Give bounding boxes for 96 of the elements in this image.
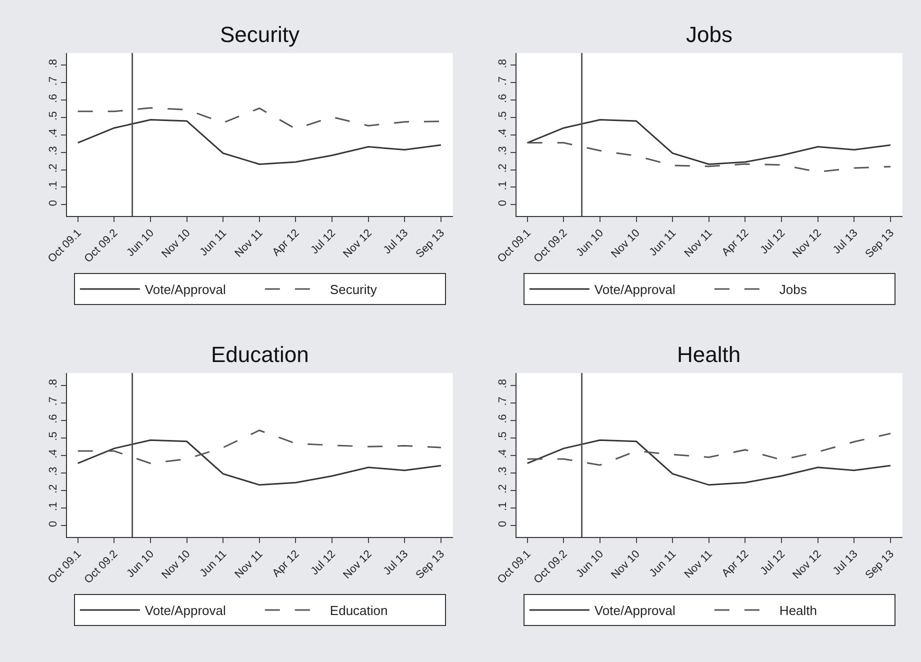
y-tick-label: .5 (48, 432, 60, 441)
x-tick-label: Apr 12 (270, 548, 302, 580)
y-tick-label: .2 (497, 164, 510, 173)
x-tick-label: Nov 11 (232, 548, 266, 581)
x-tick-label: Nov 11 (232, 227, 266, 260)
legend-label: Security (330, 282, 378, 298)
x-tick-label: Jun 11 (647, 548, 679, 580)
x-tick-label: Jul 12 (308, 548, 338, 578)
y-tick-label: .8 (48, 379, 60, 388)
legend-label: Vote/Approval (144, 282, 226, 298)
x-tick-label: Jul 12 (758, 227, 788, 256)
x-tick-label: Nov 10 (609, 548, 642, 582)
y-tick-label: .8 (497, 379, 510, 388)
y-tick-label: .7 (48, 76, 60, 86)
y-tick-label: .4 (497, 449, 510, 458)
x-tick-label: Oct 09.2 (82, 548, 120, 586)
y-tick-label: 0 (48, 200, 60, 206)
y-tick-label: 0 (497, 200, 510, 206)
legend-label: Vote/Approval (144, 603, 226, 618)
chart-title: Jobs (686, 22, 732, 47)
y-tick-label: .1 (497, 180, 510, 190)
y-tick-label: .2 (497, 484, 510, 494)
x-tick-label: Jun 11 (198, 548, 230, 580)
x-tick-label: Apr 12 (720, 227, 752, 259)
x-tick-label: Apr 12 (270, 227, 302, 259)
y-tick-label: .5 (497, 111, 510, 120)
x-tick-label: Jul 13 (381, 227, 411, 256)
x-tick-label: Jun 11 (647, 227, 679, 258)
y-tick-label: .6 (48, 94, 60, 104)
x-tick-label: Nov 12 (790, 227, 824, 260)
x-tick-label: Sep 13 (414, 548, 447, 582)
x-tick-label: Jun 10 (124, 548, 156, 580)
y-tick-label: .7 (497, 76, 510, 86)
x-tick-label: Nov 10 (160, 227, 193, 260)
y-tick-label: .2 (48, 164, 60, 173)
y-tick-label: .7 (48, 396, 60, 406)
x-tick-label: Nov 11 (682, 227, 715, 260)
y-tick-label: .1 (48, 502, 60, 512)
y-tick-label: .2 (48, 484, 60, 494)
chart-title: Health (677, 342, 741, 367)
legend-label: Education (330, 603, 388, 618)
x-tick-label: Oct 09.1 (46, 548, 84, 586)
x-tick-label: Sep 13 (863, 227, 896, 260)
x-tick-label: Jun 11 (198, 227, 230, 258)
line-series (526, 439, 892, 486)
x-tick-label: Sep 13 (863, 548, 896, 582)
y-tick-label: 0 (48, 520, 60, 528)
legend-label: Jobs (779, 282, 808, 298)
legend-label: Vote/Approval (594, 282, 676, 298)
x-tick-label: Apr 12 (720, 548, 752, 580)
y-tick-label: .6 (48, 414, 60, 424)
y-tick-label: .8 (48, 58, 60, 68)
x-tick-label: Nov 12 (341, 227, 374, 260)
x-tick-label: Oct 09.1 (495, 227, 534, 266)
x-tick-label: Nov 10 (609, 227, 642, 260)
x-tick-label: Sep 13 (414, 227, 447, 260)
y-tick-label: .7 (497, 396, 510, 406)
y-tick-label: .1 (48, 180, 60, 190)
y-tick-label: .4 (48, 449, 60, 458)
legend-label: Health (779, 603, 818, 618)
y-tick-label: .1 (497, 502, 510, 512)
y-tick-label: 0 (497, 520, 510, 528)
y-tick-label: .5 (48, 111, 60, 120)
legend-label: Vote/Approval (594, 603, 676, 618)
chart-title: Education (211, 342, 309, 367)
line-series (526, 119, 892, 165)
x-tick-label: Jun 10 (574, 227, 606, 260)
x-tick-label: Jul 12 (308, 227, 338, 256)
x-tick-label: Oct 09.1 (495, 548, 534, 586)
x-tick-label: Nov 11 (682, 548, 715, 581)
x-tick-label: Jun 10 (574, 548, 606, 580)
y-tick-label: .3 (48, 466, 60, 476)
x-tick-label: Oct 09.2 (82, 227, 120, 266)
line-series (77, 119, 442, 165)
y-tick-label: .3 (497, 466, 510, 476)
x-tick-label: Oct 09.2 (532, 548, 570, 586)
x-tick-label: Jul 13 (381, 548, 411, 578)
y-tick-label: .3 (48, 146, 60, 156)
y-tick-label: .8 (497, 58, 510, 68)
x-tick-label: Nov 12 (341, 548, 374, 582)
y-tick-label: .6 (497, 414, 510, 424)
y-tick-label: .3 (497, 146, 510, 156)
x-tick-label: Jul 12 (758, 548, 788, 578)
y-tick-label: .4 (497, 128, 510, 138)
x-tick-label: Oct 09.2 (532, 227, 570, 266)
y-tick-label: .4 (48, 128, 60, 138)
chart-title: Security (220, 22, 300, 47)
y-tick-label: .6 (497, 94, 510, 104)
x-tick-label: Nov 12 (790, 548, 824, 582)
x-tick-label: Oct 09.1 (46, 227, 84, 266)
line-series (77, 439, 442, 486)
x-tick-label: Jul 13 (830, 548, 860, 578)
y-tick-label: .5 (497, 432, 510, 441)
x-tick-label: Jun 10 (124, 227, 156, 260)
x-tick-label: Nov 10 (160, 548, 193, 582)
x-tick-label: Jul 13 (830, 227, 860, 256)
